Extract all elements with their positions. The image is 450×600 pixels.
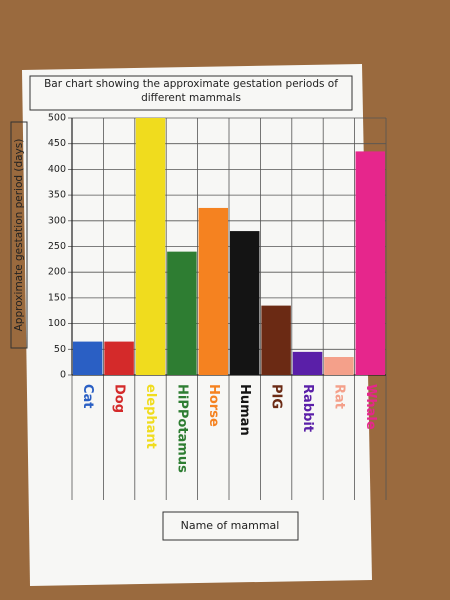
bar [72,341,103,375]
y-tick-label: 400 [48,164,66,175]
bar [324,357,354,375]
bar [198,207,229,375]
paper [22,64,372,586]
x-tick-label: PIG [269,384,284,409]
x-axis-label: Name of mammal [181,519,280,532]
bar [229,231,260,375]
y-tick-label: 350 [48,190,66,201]
x-tick-label: elephant [143,384,158,449]
bar [104,341,134,375]
bar [261,305,291,375]
y-tick-label: 0 [60,370,66,381]
chart-title: Bar chart showing the approximate gestat… [44,78,338,104]
y-tick-label: 500 [48,113,66,124]
y-tick-label: 300 [48,215,66,226]
title-box [29,75,353,111]
bar [292,351,323,375]
y-tick-label: 50 [54,344,66,355]
bar [135,118,166,375]
y-tick-label: 150 [48,292,66,303]
x-tick-label: Rabbit [300,384,315,432]
y-tick-label: 450 [48,138,66,149]
x-tick-label: Cat [80,384,95,409]
bar [355,151,386,375]
title-container: Bar chart showing the approximate gestat… [44,78,338,104]
y-tick-label: 100 [48,318,66,329]
x-tick-label: Human [237,384,252,436]
x-tick-label: Dog [112,384,127,413]
y-tick-label: 200 [48,267,66,278]
y-label-box [10,121,28,349]
y-axis-label: Approximate gestation period (days) [13,139,25,332]
x-label-box [162,511,299,541]
y-tick-label: 250 [48,241,66,252]
bar [167,251,197,375]
x-tick-label: Horse [206,384,221,427]
x-tick-label: Rat [331,384,346,409]
x-tick-label: Whale [363,384,378,430]
x-tick-label: HiPPotamus [174,384,189,473]
